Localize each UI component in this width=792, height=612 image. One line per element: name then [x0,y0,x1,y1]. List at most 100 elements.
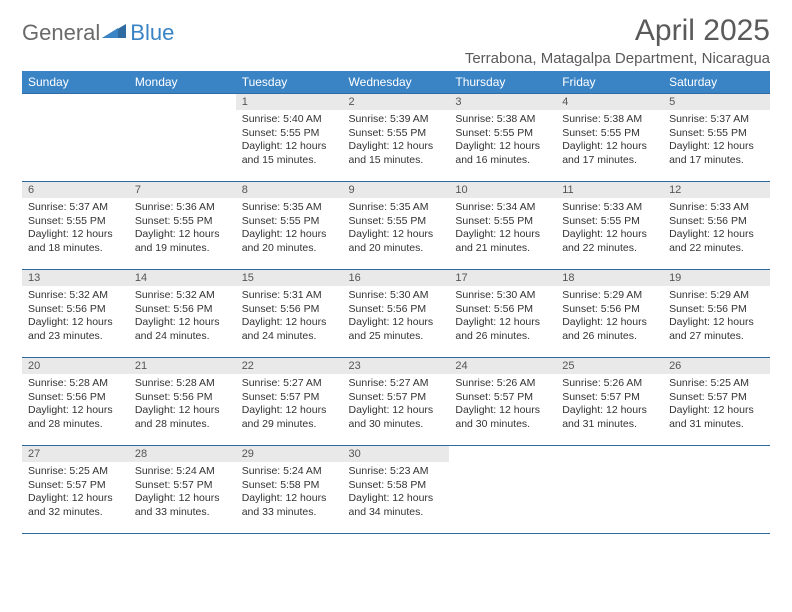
day-body: Sunrise: 5:34 AMSunset: 5:55 PMDaylight:… [449,198,556,258]
calendar-day-cell: 25Sunrise: 5:26 AMSunset: 5:57 PMDayligh… [556,358,663,446]
day-number: 27 [22,446,129,462]
sunrise-line: Sunrise: 5:25 AM [28,465,123,479]
daylight-line: Daylight: 12 hours and 33 minutes. [242,492,337,519]
sunrise-line: Sunrise: 5:32 AM [28,289,123,303]
day-body: Sunrise: 5:40 AMSunset: 5:55 PMDaylight:… [236,110,343,170]
daylight-line: Daylight: 12 hours and 16 minutes. [455,140,550,167]
day-number: 4 [556,94,663,110]
sunset-line: Sunset: 5:56 PM [562,303,657,317]
day-body: Sunrise: 5:26 AMSunset: 5:57 PMDaylight:… [556,374,663,434]
day-body: Sunrise: 5:25 AMSunset: 5:57 PMDaylight:… [663,374,770,434]
weekday-header: Sunday [22,71,129,94]
day-number: 8 [236,182,343,198]
sunset-line: Sunset: 5:55 PM [562,215,657,229]
calendar-day-cell: 26Sunrise: 5:25 AMSunset: 5:57 PMDayligh… [663,358,770,446]
day-body: Sunrise: 5:29 AMSunset: 5:56 PMDaylight:… [663,286,770,346]
header: General Blue April 2025 Terrabona, Matag… [22,14,770,67]
day-number: 24 [449,358,556,374]
sunrise-line: Sunrise: 5:33 AM [562,201,657,215]
sunset-line: Sunset: 5:57 PM [455,391,550,405]
calendar-day-cell [449,446,556,534]
day-body: Sunrise: 5:24 AMSunset: 5:58 PMDaylight:… [236,462,343,522]
day-body: Sunrise: 5:28 AMSunset: 5:56 PMDaylight:… [129,374,236,434]
calendar-day-cell: 28Sunrise: 5:24 AMSunset: 5:57 PMDayligh… [129,446,236,534]
calendar-day-cell: 16Sunrise: 5:30 AMSunset: 5:56 PMDayligh… [343,270,450,358]
calendar-day-cell: 21Sunrise: 5:28 AMSunset: 5:56 PMDayligh… [129,358,236,446]
sunrise-line: Sunrise: 5:25 AM [669,377,764,391]
calendar-day-cell: 9Sunrise: 5:35 AMSunset: 5:55 PMDaylight… [343,182,450,270]
day-body: Sunrise: 5:26 AMSunset: 5:57 PMDaylight:… [449,374,556,434]
calendar-week-row: 27Sunrise: 5:25 AMSunset: 5:57 PMDayligh… [22,446,770,534]
daylight-line: Daylight: 12 hours and 22 minutes. [562,228,657,255]
calendar-day-cell: 11Sunrise: 5:33 AMSunset: 5:55 PMDayligh… [556,182,663,270]
day-body: Sunrise: 5:28 AMSunset: 5:56 PMDaylight:… [22,374,129,434]
calendar-day-cell: 13Sunrise: 5:32 AMSunset: 5:56 PMDayligh… [22,270,129,358]
sunrise-line: Sunrise: 5:39 AM [349,113,444,127]
day-body: Sunrise: 5:33 AMSunset: 5:56 PMDaylight:… [663,198,770,258]
daylight-line: Daylight: 12 hours and 17 minutes. [669,140,764,167]
day-number: 25 [556,358,663,374]
title-block: April 2025 Terrabona, Matagalpa Departme… [465,14,770,67]
calendar-day-cell [663,446,770,534]
sunrise-line: Sunrise: 5:33 AM [669,201,764,215]
sunset-line: Sunset: 5:58 PM [349,479,444,493]
day-body: Sunrise: 5:33 AMSunset: 5:55 PMDaylight:… [556,198,663,258]
sunrise-line: Sunrise: 5:40 AM [242,113,337,127]
sunset-line: Sunset: 5:57 PM [242,391,337,405]
logo-text-general: General [22,20,100,46]
calendar-table: Sunday Monday Tuesday Wednesday Thursday… [22,71,770,534]
day-number: 26 [663,358,770,374]
day-body: Sunrise: 5:23 AMSunset: 5:58 PMDaylight:… [343,462,450,522]
weekday-header: Wednesday [343,71,450,94]
logo: General Blue [22,14,174,46]
day-body: Sunrise: 5:35 AMSunset: 5:55 PMDaylight:… [343,198,450,258]
daylight-line: Daylight: 12 hours and 19 minutes. [135,228,230,255]
calendar-day-cell: 23Sunrise: 5:27 AMSunset: 5:57 PMDayligh… [343,358,450,446]
day-number: 10 [449,182,556,198]
calendar-day-cell: 15Sunrise: 5:31 AMSunset: 5:56 PMDayligh… [236,270,343,358]
daylight-line: Daylight: 12 hours and 22 minutes. [669,228,764,255]
day-number: 20 [22,358,129,374]
sunrise-line: Sunrise: 5:27 AM [349,377,444,391]
day-number: 7 [129,182,236,198]
sunset-line: Sunset: 5:55 PM [455,215,550,229]
logo-text-blue: Blue [130,20,174,46]
day-body: Sunrise: 5:29 AMSunset: 5:56 PMDaylight:… [556,286,663,346]
daylight-line: Daylight: 12 hours and 28 minutes. [135,404,230,431]
sunset-line: Sunset: 5:57 PM [135,479,230,493]
calendar-day-cell: 30Sunrise: 5:23 AMSunset: 5:58 PMDayligh… [343,446,450,534]
location-subtitle: Terrabona, Matagalpa Department, Nicarag… [465,50,770,67]
calendar-week-row: 20Sunrise: 5:28 AMSunset: 5:56 PMDayligh… [22,358,770,446]
sunrise-line: Sunrise: 5:37 AM [669,113,764,127]
sunrise-line: Sunrise: 5:29 AM [669,289,764,303]
sunrise-line: Sunrise: 5:27 AM [242,377,337,391]
day-body: Sunrise: 5:31 AMSunset: 5:56 PMDaylight:… [236,286,343,346]
day-number: 3 [449,94,556,110]
day-body: Sunrise: 5:32 AMSunset: 5:56 PMDaylight:… [22,286,129,346]
day-number: 14 [129,270,236,286]
sunrise-line: Sunrise: 5:28 AM [135,377,230,391]
calendar-day-cell [22,94,129,182]
daylight-line: Daylight: 12 hours and 20 minutes. [349,228,444,255]
sunset-line: Sunset: 5:55 PM [28,215,123,229]
sunset-line: Sunset: 5:55 PM [349,127,444,141]
daylight-line: Daylight: 12 hours and 33 minutes. [135,492,230,519]
calendar-day-cell: 6Sunrise: 5:37 AMSunset: 5:55 PMDaylight… [22,182,129,270]
weekday-header: Friday [556,71,663,94]
day-body: Sunrise: 5:35 AMSunset: 5:55 PMDaylight:… [236,198,343,258]
day-number: 28 [129,446,236,462]
sunset-line: Sunset: 5:57 PM [349,391,444,405]
daylight-line: Daylight: 12 hours and 18 minutes. [28,228,123,255]
sunset-line: Sunset: 5:56 PM [349,303,444,317]
calendar-day-cell: 1Sunrise: 5:40 AMSunset: 5:55 PMDaylight… [236,94,343,182]
calendar-week-row: 6Sunrise: 5:37 AMSunset: 5:55 PMDaylight… [22,182,770,270]
day-body: Sunrise: 5:27 AMSunset: 5:57 PMDaylight:… [236,374,343,434]
daylight-line: Daylight: 12 hours and 24 minutes. [135,316,230,343]
daylight-line: Daylight: 12 hours and 32 minutes. [28,492,123,519]
day-body: Sunrise: 5:39 AMSunset: 5:55 PMDaylight:… [343,110,450,170]
day-body: Sunrise: 5:32 AMSunset: 5:56 PMDaylight:… [129,286,236,346]
daylight-line: Daylight: 12 hours and 29 minutes. [242,404,337,431]
sunset-line: Sunset: 5:55 PM [669,127,764,141]
day-body: Sunrise: 5:37 AMSunset: 5:55 PMDaylight:… [22,198,129,258]
weekday-header: Thursday [449,71,556,94]
